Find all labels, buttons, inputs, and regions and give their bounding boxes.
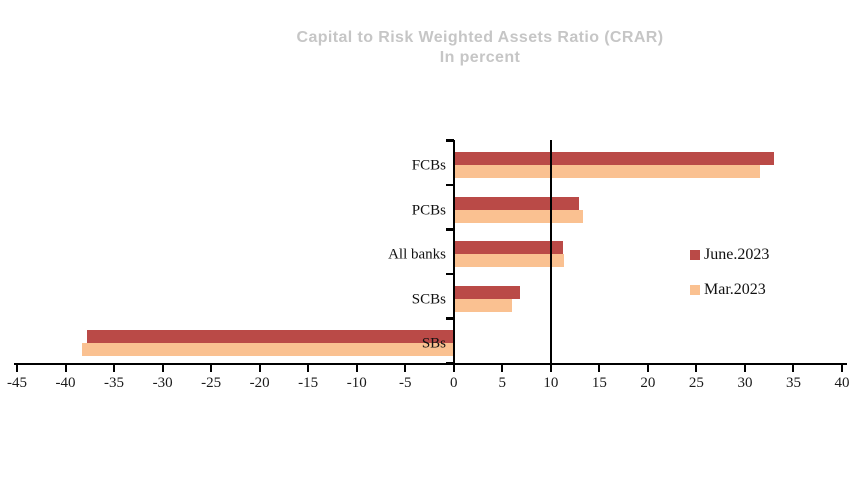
legend-swatch-icon	[690, 250, 700, 260]
bar-mar-2023-all-banks	[453, 254, 565, 268]
bar-june-2023-pcbs	[453, 196, 579, 210]
category-label-all-banks: All banks	[388, 246, 446, 263]
bar-june-2023-fcbs	[453, 152, 775, 165]
bar-mar-2023-pcbs	[453, 209, 583, 223]
x-axis-tick	[307, 363, 310, 372]
reference-line-10	[549, 140, 553, 372]
x-axis-tick-label: -25	[201, 375, 222, 391]
x-axis-tick	[792, 363, 795, 372]
x-axis-tick-label: 10	[543, 375, 559, 391]
legend-swatch-icon	[690, 285, 700, 295]
x-axis-tick-label: -5	[398, 375, 412, 391]
category-axis-tick	[445, 183, 454, 187]
category-axis-tick	[445, 317, 454, 320]
x-axis-tick	[841, 363, 843, 372]
category-axis-tick	[445, 139, 454, 142]
x-axis-tick-label: 0	[450, 375, 458, 391]
bar-mar-2023-fcbs	[453, 165, 761, 178]
category-axis-tick	[445, 228, 454, 231]
zero-axis-line	[452, 140, 456, 363]
category-label-pcbs: PCBs	[411, 202, 446, 219]
bar-june-2023-scbs	[453, 285, 520, 299]
category-axis-tick	[445, 362, 454, 365]
x-axis-tick-label: -35	[104, 375, 125, 391]
x-axis-tick	[161, 363, 164, 372]
bar-mar-2023-scbs	[453, 298, 512, 312]
x-axis-tick	[743, 363, 746, 372]
x-axis-tick-label: -30	[152, 375, 173, 391]
bar-mar-2023-sbs	[82, 343, 454, 357]
x-axis-tick	[695, 363, 698, 372]
legend-item-mar-2023: Mar.2023	[690, 281, 766, 299]
x-axis-tick-label: 25	[688, 375, 704, 391]
x-axis-tick	[452, 363, 455, 372]
x-axis-tick-label: -10	[346, 375, 367, 391]
x-axis-tick-label: 30	[737, 375, 753, 391]
legend-label: Mar.2023	[704, 281, 766, 298]
x-axis-tick-label: -15	[298, 375, 319, 391]
legend-item-june-2023: June.2023	[690, 246, 769, 264]
chart-title: Capital to Risk Weighted Assets Ratio (C…	[297, 28, 664, 68]
x-axis-tick-label: 15	[591, 375, 607, 391]
x-axis-tick	[258, 363, 261, 372]
x-axis-tick	[598, 363, 601, 372]
x-axis-tick	[16, 363, 18, 372]
x-axis-tick-label: 35	[785, 375, 801, 391]
chart-title-line2: In percent	[439, 49, 521, 66]
x-axis-tick-label: -45	[7, 375, 27, 391]
chart-title-line1: Capital to Risk Weighted Assets Ratio (C…	[296, 29, 664, 46]
x-axis-tick	[549, 363, 552, 372]
x-axis-tick	[210, 363, 213, 372]
x-axis-tick	[64, 363, 67, 372]
x-axis-tick	[404, 363, 407, 372]
x-axis-tick-label: -20	[249, 375, 270, 391]
bar-june-2023-all-banks	[453, 241, 564, 255]
x-axis-line	[14, 363, 847, 365]
x-axis-tick-label: 40	[834, 375, 850, 391]
x-axis-tick-label: 5	[498, 375, 507, 391]
category-label-fcbs: FCBs	[411, 157, 446, 174]
category-label-sbs: SBs	[421, 335, 446, 352]
x-axis-tick	[113, 363, 116, 372]
legend-label: June.2023	[704, 246, 770, 263]
x-axis-tick	[646, 363, 649, 372]
bar-june-2023-sbs	[86, 330, 454, 344]
x-axis-tick-label: 20	[640, 375, 656, 391]
x-axis-tick	[501, 363, 504, 372]
category-axis-tick	[445, 272, 454, 276]
x-axis-tick-label: -40	[55, 375, 76, 391]
x-axis-tick	[355, 363, 358, 372]
category-label-scbs: SCBs	[411, 291, 446, 308]
